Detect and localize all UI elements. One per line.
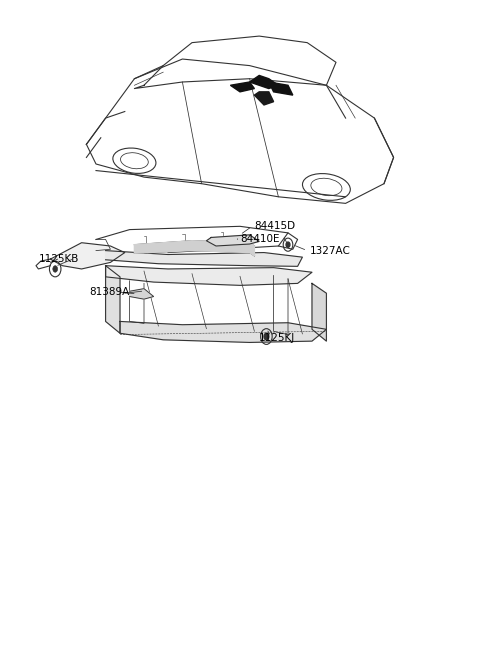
Circle shape xyxy=(264,333,269,340)
Polygon shape xyxy=(106,251,302,266)
Text: 84415D: 84415D xyxy=(254,221,296,232)
Polygon shape xyxy=(50,243,125,269)
Polygon shape xyxy=(250,75,278,89)
Polygon shape xyxy=(130,289,154,299)
Text: 81389A: 81389A xyxy=(89,287,129,297)
Polygon shape xyxy=(254,92,274,105)
Polygon shape xyxy=(120,321,326,342)
Polygon shape xyxy=(106,266,312,285)
Polygon shape xyxy=(312,283,326,341)
Polygon shape xyxy=(134,241,254,256)
Text: 84410E: 84410E xyxy=(240,234,279,245)
Polygon shape xyxy=(206,235,259,246)
Polygon shape xyxy=(106,266,120,333)
Polygon shape xyxy=(269,82,293,95)
Circle shape xyxy=(286,242,290,247)
Circle shape xyxy=(53,266,58,272)
Text: 1327AC: 1327AC xyxy=(310,245,350,256)
Text: 1125KJ: 1125KJ xyxy=(259,333,296,343)
Polygon shape xyxy=(230,82,254,92)
Text: 1125KB: 1125KB xyxy=(38,254,79,264)
